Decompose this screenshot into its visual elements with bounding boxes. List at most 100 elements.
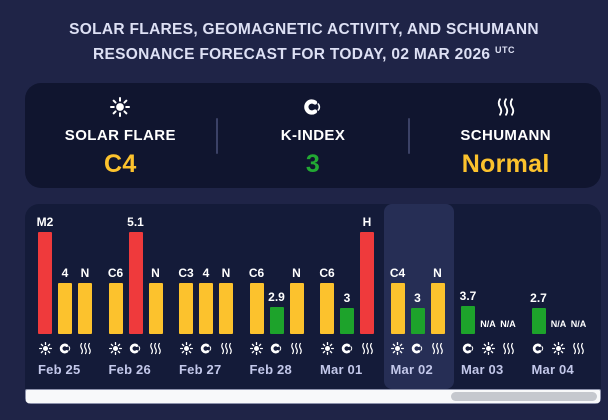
schumann-bar (360, 232, 374, 335)
bar-cell-k-index: 2.7 (530, 291, 547, 335)
bar-cell-solar-flare: C6 (248, 266, 265, 335)
schumann-bar (289, 283, 304, 335)
bars-row: 2.7 N/A N/A (530, 216, 596, 335)
date-label: Mar 04 (531, 362, 574, 378)
bar-value-label: N/A (570, 319, 587, 330)
waves-icon (496, 96, 516, 118)
bar-cell-k-index: 2.9 (268, 290, 285, 335)
magnet-icon (340, 342, 354, 355)
bar-value-label: 4 (202, 266, 210, 281)
waves-icon (149, 342, 163, 355)
bar-cell-solar-flare: C6 (107, 266, 124, 335)
bar-value-label: 3 (343, 291, 351, 306)
bar-value-label: H (362, 215, 372, 230)
magnet-icon (270, 342, 284, 355)
waves-icon (501, 342, 515, 355)
bars-row: C3 4 N (178, 216, 243, 335)
day-group: C6 5.1 N Feb 26 (102, 204, 173, 389)
solar-flare-label: SOLAR FLARE (64, 127, 176, 145)
date-label: Mar 03 (461, 362, 504, 378)
sun-icon (481, 342, 495, 356)
bar-cell-solar-flare: C4 (389, 266, 406, 335)
icons-row (391, 342, 455, 356)
icons-row (250, 342, 314, 356)
icons-row (109, 342, 173, 356)
bar-cell-schumann: N (78, 266, 92, 335)
bar-cell-k-index: 4 (58, 266, 72, 335)
date-label: Feb 28 (249, 362, 292, 378)
bar-cell-solar-flare: M2 (36, 215, 54, 335)
bar-cell-schumann: N (219, 266, 233, 335)
k-index-metric: K-INDEX 3 (218, 83, 409, 188)
schumann-value: Normal (461, 150, 550, 179)
solar-flare-bar (108, 283, 123, 335)
date-label: Feb 27 (179, 362, 222, 378)
schumann-bar (148, 283, 163, 335)
bar-value-label: N/A (550, 319, 567, 330)
sun-icon (110, 96, 131, 118)
bar-value-label: N (433, 266, 442, 281)
solar-flare-bar (320, 283, 334, 335)
day-group: M2 4 N Feb 25 (31, 204, 102, 389)
solar-flare-value: C4 (104, 150, 137, 179)
date-label: Feb 26 (108, 362, 151, 378)
title-utc-suffix: UTC (494, 45, 515, 55)
bars-row: C6 3 H (319, 215, 384, 335)
bar-cell-schumann: N (148, 266, 163, 335)
day-group: 3.7 N/A N/A Mar 03 (454, 204, 525, 389)
bar-value-label: N (292, 266, 301, 281)
schumann-label: SCHUMANN (460, 127, 552, 145)
bar-cell-k-index: 3.7 (459, 289, 477, 335)
solar-flare-bar (179, 283, 193, 335)
sun-icon (320, 342, 334, 356)
icons-row (179, 342, 243, 356)
bar-cell-solar-flare: N/A (550, 319, 567, 334)
bar-value-label: 4 (61, 266, 69, 281)
bar-cell-k-index: 4 (199, 266, 213, 335)
k-index-bar (199, 283, 213, 335)
horizontal-scrollbar-track[interactable] (25, 389, 601, 405)
bar-value-label: C6 (319, 266, 335, 281)
bar-value-label: M2 (36, 215, 54, 230)
magnet-icon (532, 342, 546, 355)
page-title: SOLAR FLARES, GEOMAGNETIC ACTIVITY, AND … (0, 0, 608, 65)
bar-cell-k-index: 3 (340, 291, 354, 335)
magnet-icon (303, 96, 323, 118)
bar-value-label: 3.7 (459, 289, 477, 304)
bar-cell-schumann: H (360, 215, 374, 335)
day-group: C3 4 N Feb 27 (172, 204, 243, 389)
waves-icon (290, 342, 304, 355)
icons-row (461, 342, 525, 356)
divider (215, 117, 218, 154)
bars-row: M2 4 N (36, 215, 102, 335)
bar-value-label: C4 (389, 266, 406, 281)
title-line2: RESONANCE FORECAST FOR TODAY, 02 MAR 202… (93, 46, 491, 64)
bar-value-label: 2.9 (268, 290, 285, 305)
k-index-label: K-INDEX (280, 127, 346, 145)
chart-groups: M2 4 N Feb 25 C6 5.1 N Feb 26 C3 4 N Feb 27 C6 2.9… (25, 204, 601, 390)
bar-value-label: N/A (500, 319, 516, 330)
bars-row: 3.7 N/A N/A (459, 216, 525, 335)
date-label: Mar 02 (390, 362, 433, 378)
schumann-bar (430, 283, 445, 335)
magnet-icon (58, 342, 72, 355)
sun-icon (38, 342, 52, 356)
summary-card: SOLAR FLARE C4 K-INDEX 3 SCHUMANN Normal (25, 83, 601, 189)
k-index-bar (128, 232, 143, 335)
waves-icon (78, 342, 92, 355)
bar-value-label: C6 (107, 266, 124, 281)
waves-icon (360, 342, 374, 355)
bar-value-label: N/A (480, 319, 496, 330)
bar-cell-solar-flare: N/A (480, 319, 496, 334)
sun-icon (109, 342, 123, 356)
horizontal-scrollbar-thumb[interactable] (451, 392, 597, 402)
bar-value-label: 5.1 (127, 215, 144, 230)
bar-cell-schumann: N (289, 266, 304, 335)
bars-row: C6 5.1 N (107, 215, 173, 335)
solar-flare-bar (38, 232, 52, 335)
bar-value-label: C3 (178, 266, 194, 281)
sun-icon (552, 342, 566, 356)
bar-value-label: C6 (248, 266, 265, 281)
k-index-bar (410, 308, 425, 335)
icons-row (320, 342, 384, 356)
